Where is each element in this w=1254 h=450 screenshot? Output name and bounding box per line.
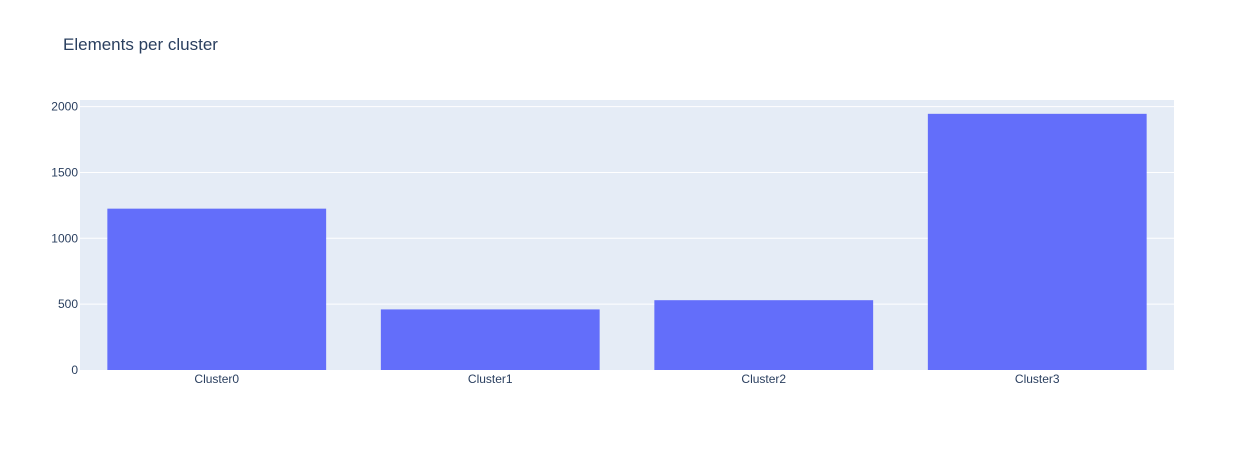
x-tick-label: Cluster0 <box>194 372 239 386</box>
y-tick-label: 500 <box>58 297 78 311</box>
bar-cluster0 <box>107 208 327 370</box>
bar-cluster3 <box>927 113 1147 370</box>
x-tick-label: Cluster2 <box>741 372 786 386</box>
y-tick-label: 1000 <box>51 231 78 245</box>
x-axis-ticks: Cluster0 Cluster1 Cluster2 Cluster3 <box>194 372 1060 386</box>
x-tick-label: Cluster3 <box>1015 372 1060 386</box>
y-tick-label: 2000 <box>51 100 78 114</box>
bar-cluster2 <box>654 300 874 370</box>
bars <box>107 113 1147 370</box>
y-tick-label: 1500 <box>51 165 78 179</box>
chart-title: Elements per cluster <box>63 35 218 54</box>
x-tick-label: Cluster1 <box>468 372 513 386</box>
y-tick-label: 0 <box>71 363 78 377</box>
bar-cluster1 <box>380 309 600 370</box>
y-axis-ticks: 0 500 1000 1500 2000 <box>51 100 78 377</box>
